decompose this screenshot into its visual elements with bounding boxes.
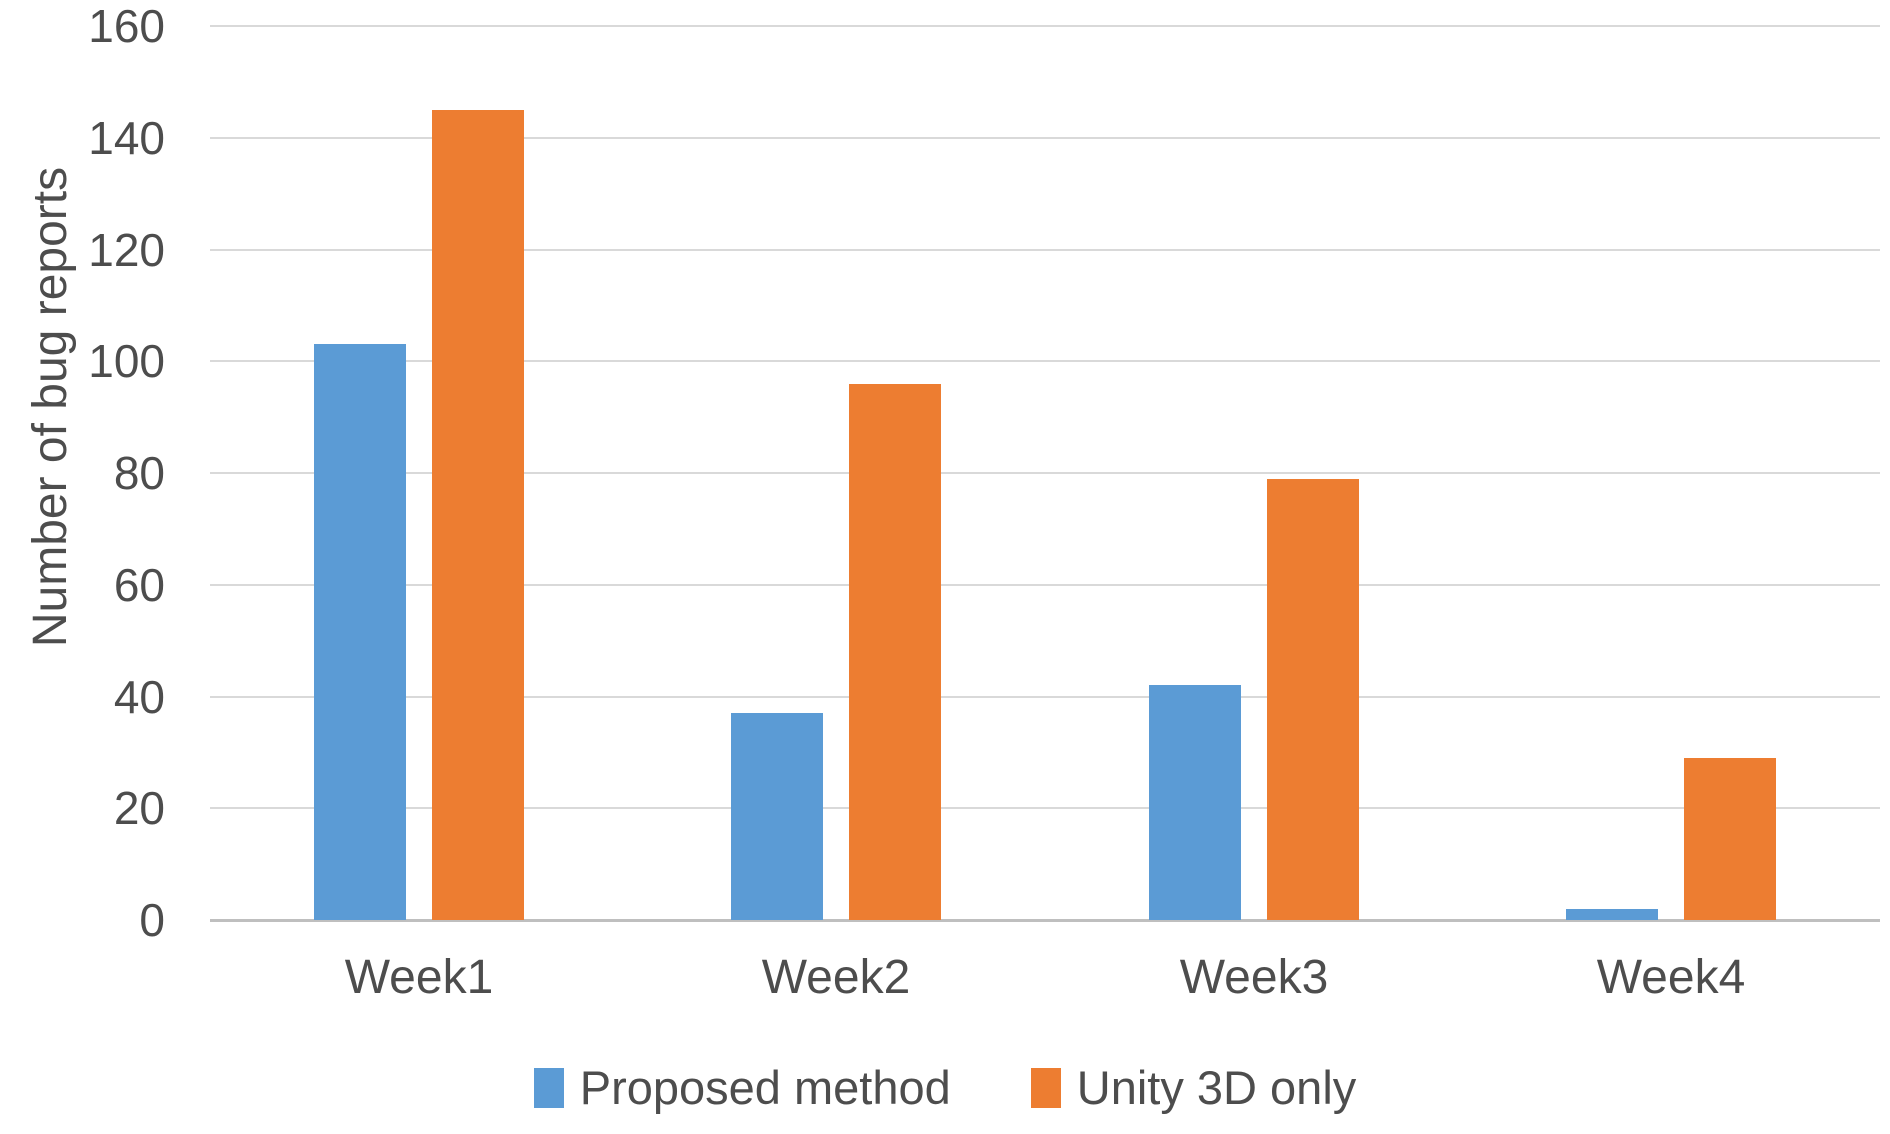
gridline (210, 583, 1880, 586)
gridline (210, 472, 1880, 474)
bar-proposed-method-week2 (731, 713, 823, 920)
y-tick-label: 160 (88, 0, 165, 52)
x-axis-line (210, 919, 1880, 922)
gridline (210, 25, 1880, 27)
gridline (210, 136, 1880, 139)
legend-swatch-proposed-method-icon (533, 1068, 564, 1108)
y-tick-label: 100 (88, 335, 165, 388)
x-tick-label: Week3 (1179, 951, 1329, 1004)
y-tick-label: 60 (113, 558, 165, 611)
x-tick-label: Week1 (344, 951, 494, 1004)
y-tick-label: 40 (113, 670, 165, 723)
legend-swatch-unity-3d-only-icon (1030, 1068, 1061, 1108)
y-tick-label: 80 (113, 447, 165, 499)
legend: Proposed method Unity 3D only (0, 1062, 1890, 1114)
gridline (210, 695, 1880, 698)
bar-proposed-method-week4 (1566, 909, 1658, 920)
x-tick-label: Week2 (761, 951, 911, 1004)
gridline (210, 807, 1880, 810)
legend-item-unity-3d-only: Unity 3D only (1030, 1061, 1357, 1114)
x-tick-label: Week4 (1596, 951, 1746, 1004)
bar-proposed-method-week1 (314, 344, 406, 920)
bar-unity-3d-only-week2 (849, 384, 941, 920)
bar-unity-3d-only-week4 (1684, 758, 1776, 920)
y-tick-label: 140 (88, 111, 165, 164)
bar-unity-3d-only-week3 (1267, 479, 1359, 920)
legend-label-proposed-method: Proposed method (579, 1061, 951, 1114)
bar-proposed-method-week3 (1149, 685, 1241, 920)
y-tick-label: 0 (139, 894, 165, 946)
gridline (210, 360, 1880, 363)
y-tick-label: 20 (113, 782, 165, 835)
bar-unity-3d-only-week1 (432, 110, 524, 920)
gridline (210, 248, 1880, 251)
y-tick-label: 120 (88, 223, 165, 276)
legend-label-unity-3d-only: Unity 3D only (1076, 1061, 1357, 1114)
legend-item-proposed-method: Proposed method (533, 1061, 951, 1114)
